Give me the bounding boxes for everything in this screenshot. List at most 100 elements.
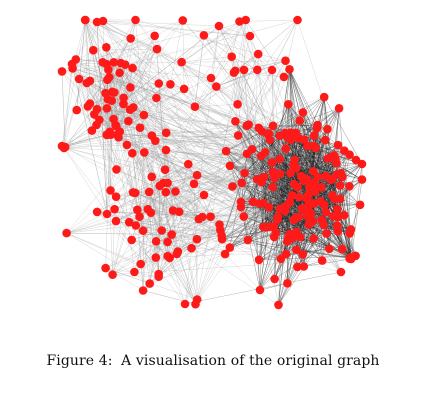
graph-edge <box>184 25 220 305</box>
graph-node <box>171 187 180 196</box>
graph-edge <box>351 179 363 259</box>
graph-edge <box>102 20 251 37</box>
graph-node <box>165 253 174 263</box>
graph-edge <box>143 229 221 231</box>
graph-edge <box>76 69 109 111</box>
graph-node <box>225 243 235 252</box>
graph-edge <box>286 248 330 255</box>
graph-edge <box>326 233 350 259</box>
graph-edge <box>115 220 303 255</box>
graph-node <box>293 15 302 25</box>
graph-edge <box>181 62 196 107</box>
graph-node <box>82 78 92 88</box>
graph-node <box>267 65 277 75</box>
graph-edge <box>106 134 350 155</box>
graph-edge <box>184 35 251 305</box>
graph-node <box>163 178 172 188</box>
graph-node <box>268 121 278 131</box>
graph-edge <box>97 211 178 252</box>
graph-edge <box>102 20 108 215</box>
graph-edge <box>114 191 150 210</box>
graph-edge <box>237 19 298 105</box>
graph-edge <box>210 208 338 217</box>
graph-node <box>332 169 342 179</box>
graph-edge <box>112 239 132 275</box>
graph-node <box>319 220 328 230</box>
graph-edge <box>248 60 286 125</box>
graph-node <box>139 110 149 120</box>
graph-node <box>345 229 355 238</box>
graph-node <box>135 123 145 132</box>
graph-node <box>105 73 114 82</box>
graph-edge <box>289 69 296 133</box>
graph-node <box>243 235 253 245</box>
graph-node <box>147 172 156 182</box>
graph-edge <box>129 109 148 210</box>
graph-edge <box>85 19 111 135</box>
graph-node <box>177 57 186 67</box>
graph-edge <box>61 68 73 147</box>
graph-edge <box>233 72 249 125</box>
graph-edge <box>131 239 192 249</box>
graph-node <box>253 49 263 59</box>
graph-node <box>161 145 171 155</box>
graph-edge <box>339 163 363 186</box>
graph-edge <box>248 69 258 125</box>
graph-edge <box>133 35 155 108</box>
graph-node <box>319 200 329 209</box>
graph-node <box>259 172 269 182</box>
graph-node <box>199 190 209 200</box>
graph-edge <box>66 225 136 234</box>
graph-node <box>154 269 163 279</box>
graph-edge <box>243 69 249 125</box>
graph-edge <box>344 150 350 234</box>
graph-node <box>168 206 178 215</box>
graph-node <box>161 187 171 197</box>
graph-node <box>229 68 239 77</box>
graph-node <box>131 221 141 230</box>
graph-node <box>102 43 111 52</box>
graph-node <box>225 161 235 171</box>
graph-node <box>298 250 308 259</box>
graph-node <box>268 167 278 177</box>
graph-node <box>62 228 71 238</box>
graph-edge <box>271 69 274 126</box>
graph-node <box>157 226 166 235</box>
graph-edge <box>108 69 299 218</box>
graph-node <box>140 148 149 157</box>
graph-edge <box>224 253 261 291</box>
network-graph <box>57 15 367 310</box>
graph-node <box>124 217 134 227</box>
graph-node <box>151 237 161 246</box>
graph-edge <box>165 150 200 220</box>
graph-edge <box>129 218 199 223</box>
graph-edge <box>65 124 249 148</box>
graph-node <box>270 274 279 284</box>
graph-edge <box>181 19 246 63</box>
graph-edge <box>203 35 263 132</box>
graph-node <box>152 93 161 103</box>
graph-edge <box>231 56 295 161</box>
graph-node <box>335 181 345 190</box>
graph-edge <box>258 53 286 61</box>
graph-node <box>190 102 200 111</box>
graph-edge <box>63 69 273 149</box>
graph-edge <box>65 72 120 148</box>
graph-edge <box>159 185 222 236</box>
graph-node <box>298 108 308 117</box>
graph-node <box>102 104 112 113</box>
graph-edge <box>63 147 108 215</box>
graph-node <box>339 210 349 220</box>
graph-edge <box>109 88 185 132</box>
graph-edge <box>314 135 335 156</box>
graph-node <box>227 52 236 61</box>
graph-edge <box>182 20 185 89</box>
graph-node <box>133 205 142 215</box>
graph-node <box>245 31 255 41</box>
graph-node <box>189 179 199 189</box>
graph-node <box>72 105 81 115</box>
graph-node <box>151 253 161 262</box>
graph-node <box>292 245 301 255</box>
graph-node <box>228 182 237 191</box>
graph-edge <box>151 135 195 184</box>
